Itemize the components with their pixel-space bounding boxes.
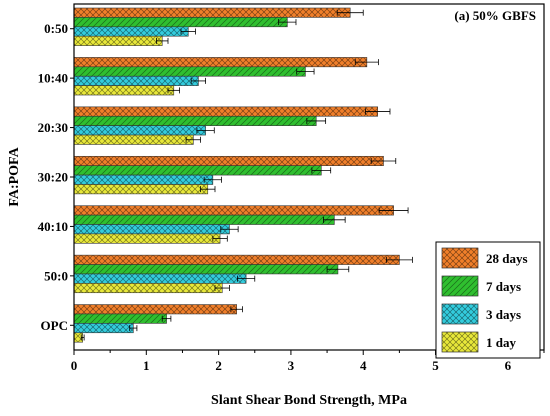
bar-28-days-50-0 <box>73 254 400 265</box>
error-bar <box>80 334 85 341</box>
x-tick-label: 1 <box>143 358 150 373</box>
y-axis-title: FA:POFA <box>7 146 22 206</box>
error-bar <box>385 256 413 263</box>
error-bar <box>161 315 172 322</box>
legend-label: 1 day <box>486 335 516 350</box>
bar-7-days-OPC <box>73 313 167 324</box>
legend-swatch <box>441 275 479 297</box>
bar-7-days-30-20 <box>73 165 322 176</box>
legend-label: 3 days <box>486 307 521 322</box>
bar-1-day-10-40 <box>73 85 175 96</box>
error-bar <box>230 306 243 313</box>
error-bar <box>306 117 327 124</box>
legend-label: 28 days <box>486 251 528 266</box>
bar-7-days-20-30 <box>73 115 317 126</box>
bar-3-days-0-50 <box>73 26 189 37</box>
error-bar <box>326 266 350 273</box>
bar-3-days-OPC <box>73 323 134 334</box>
y-tick-label: 30:20 <box>38 170 68 185</box>
error-bar <box>237 275 256 282</box>
bar-28-days-40-10 <box>73 205 394 216</box>
x-axis-title: Slant Shear Bond Strength, MPa <box>211 393 407 408</box>
legend-swatch <box>441 331 479 353</box>
x-tick-label: 0 <box>71 358 78 373</box>
error-bar <box>190 77 207 84</box>
error-bar <box>278 19 297 26</box>
bar-7-days-0-50 <box>73 17 288 28</box>
bar-28-days-10-40 <box>73 57 368 68</box>
bar-28-days-30-20 <box>73 155 384 166</box>
error-bar <box>220 226 239 233</box>
bar-28-days-20-30 <box>73 106 378 117</box>
legend: 28 days 7 days 3 days 1 day <box>435 241 541 359</box>
legend-swatch <box>441 303 479 325</box>
y-tick-label: 10:40 <box>38 71 68 86</box>
error-bar <box>311 167 332 174</box>
y-tick-label: 40:10 <box>38 219 68 234</box>
error-bar <box>378 207 409 214</box>
bar-1-day-20-30 <box>73 134 194 145</box>
bar-3-days-20-30 <box>73 125 206 136</box>
error-bar <box>203 176 222 183</box>
x-tick-label: 3 <box>288 358 295 373</box>
bar-3-days-30-20 <box>73 174 214 185</box>
error-bar <box>156 37 169 44</box>
bars-layer <box>73 7 400 343</box>
error-bar <box>214 285 230 292</box>
error-bar <box>200 186 216 193</box>
bar-7-days-40-10 <box>73 214 335 225</box>
bar-3-days-50-0 <box>73 273 247 284</box>
y-axis: 0:50 10:40 20:30 30:20 40:10 50:0 OPC <box>38 21 74 333</box>
bar-3-days-40-10 <box>73 224 230 235</box>
error-bar <box>296 68 315 75</box>
y-tick-label: 50:0 <box>44 268 68 283</box>
bar-7-days-10-40 <box>73 66 306 77</box>
x-tick-label: 2 <box>215 358 222 373</box>
error-bar <box>167 87 180 94</box>
bar-1-day-50-0 <box>73 283 223 294</box>
error-bar <box>185 136 201 143</box>
legend-label: 7 days <box>486 279 521 294</box>
error-bar <box>196 127 215 134</box>
error-bar <box>336 9 364 16</box>
error-bar <box>354 59 379 66</box>
error-bar <box>129 325 138 332</box>
x-tick-label: 4 <box>360 358 367 373</box>
y-tick-label: 20:30 <box>38 120 68 135</box>
error-bar <box>180 28 196 35</box>
bar-7-days-50-0 <box>73 264 339 275</box>
y-tick-label: 0:50 <box>44 21 68 36</box>
bar-1-day-30-20 <box>73 184 209 195</box>
bar-28-days-OPC <box>73 304 237 315</box>
x-axis: 0 1 2 3 4 5 6 <box>71 350 545 373</box>
x-tick-label: 5 <box>432 358 439 373</box>
bar-1-day-40-10 <box>73 233 221 244</box>
error-bar <box>212 235 228 242</box>
y-tick-label: OPC <box>41 318 68 333</box>
error-bar <box>323 216 346 223</box>
bar-28-days-0-50 <box>73 7 351 18</box>
legend-swatch <box>441 247 479 269</box>
x-tick-label: 6 <box>505 358 512 373</box>
error-bar <box>364 108 391 115</box>
panel-annotation: (a) 50% GBFS <box>454 8 536 23</box>
bar-1-day-0-50 <box>73 35 163 46</box>
error-bar <box>370 157 397 164</box>
error-bars-layer <box>80 9 413 341</box>
bar-3-days-10-40 <box>73 75 199 86</box>
